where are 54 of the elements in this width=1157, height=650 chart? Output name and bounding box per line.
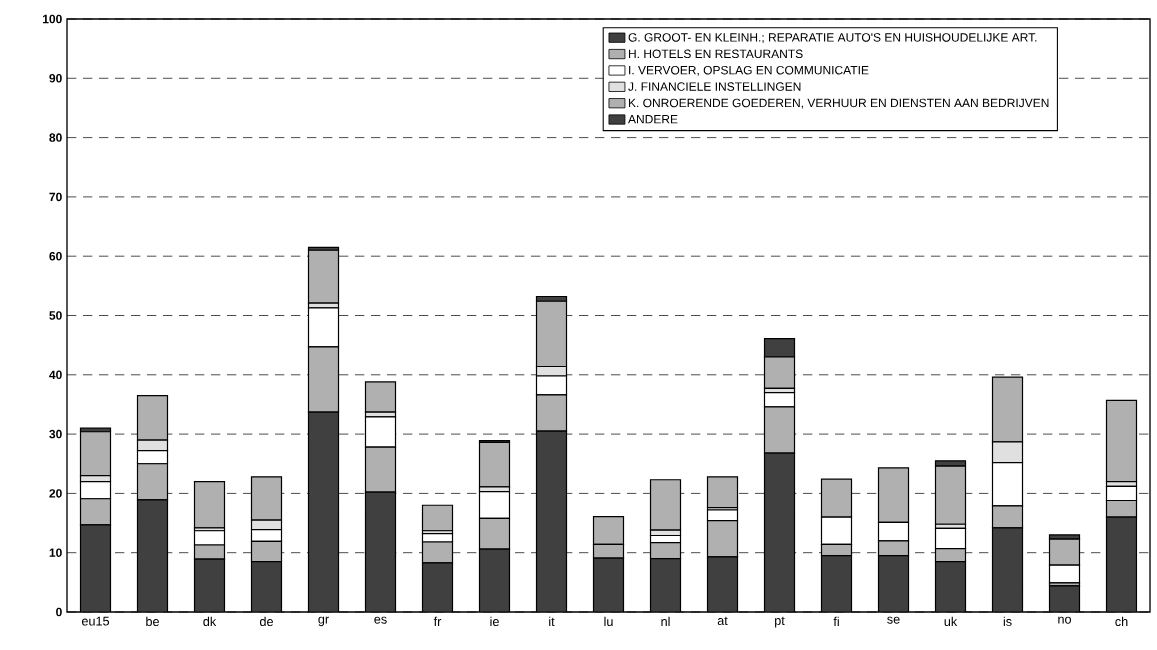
bar <box>1105 399 1138 483</box>
bar <box>421 504 454 532</box>
x-tick-label: se <box>887 616 900 624</box>
y-tick-label: 60 <box>49 251 62 261</box>
x-tick-label: nl <box>661 616 670 626</box>
x-tick-label: at <box>717 616 728 626</box>
x-tick-label: lu <box>604 616 613 627</box>
legend-label: I. VERVOER, OPSLAG EN COMMUNICATIE <box>629 65 869 76</box>
y-tick-label: 0 <box>56 607 62 617</box>
bar <box>421 562 454 612</box>
x-tick-label: it <box>549 616 555 626</box>
x-tick-label: ch <box>1115 616 1128 627</box>
y-tick-label: 20 <box>49 489 62 498</box>
bar <box>820 555 853 612</box>
bar <box>364 381 397 413</box>
y-tick-label: 70 <box>49 192 62 202</box>
x-tick-label: fi <box>833 616 839 626</box>
y-tick-label: 80 <box>49 133 62 142</box>
y-tick-label: 50 <box>49 311 62 320</box>
bar <box>307 249 340 304</box>
bar <box>250 561 283 612</box>
x-tick-label: es <box>374 616 387 624</box>
bar <box>592 557 625 612</box>
x-tick-label: is <box>1003 616 1012 627</box>
bar <box>934 561 967 612</box>
bar <box>877 555 910 612</box>
y-tick-label: 30 <box>49 429 62 439</box>
y-tick-label: 90 <box>49 74 62 83</box>
x-tick-label: pt <box>775 616 785 628</box>
legend-label: G. GROOT- EN KLEINH.; REPARATIE AUTO'S EN HUISHOUDELIJKE ART. <box>628 33 1037 44</box>
bar <box>193 480 226 529</box>
legend-label: ANDERE <box>628 115 678 124</box>
x-tick-label: fr <box>433 616 442 626</box>
x-tick-label: no <box>1058 616 1072 624</box>
bar <box>649 479 682 531</box>
x-tick-label: dk <box>203 616 217 627</box>
y-tick-label: 40 <box>49 370 62 380</box>
bar <box>706 476 739 509</box>
x-tick-label: uk <box>944 616 958 627</box>
x-tick-label: de <box>259 616 273 627</box>
y-tick-label: 100 <box>43 14 62 24</box>
y-tick-label: 10 <box>49 548 62 557</box>
legend-label: J. FINANCIELE INSTELLINGEN <box>628 82 801 91</box>
x-tick-label: be <box>146 616 159 627</box>
bar <box>79 431 112 477</box>
bar <box>193 558 226 612</box>
bar <box>649 558 682 612</box>
bar <box>478 441 511 488</box>
legend-label: H. HOTELS EN RESTAURANTS <box>628 49 803 59</box>
bar <box>706 556 739 612</box>
x-tick-label: ie <box>490 616 499 627</box>
legend-label: K. ONROERENDE GOEDEREN, VERHUUR EN DIENSTEN AAN BEDRIJVEN <box>628 98 1049 109</box>
x-tick-label: eu15 <box>81 616 110 626</box>
x-tick-label: gr <box>318 616 329 627</box>
